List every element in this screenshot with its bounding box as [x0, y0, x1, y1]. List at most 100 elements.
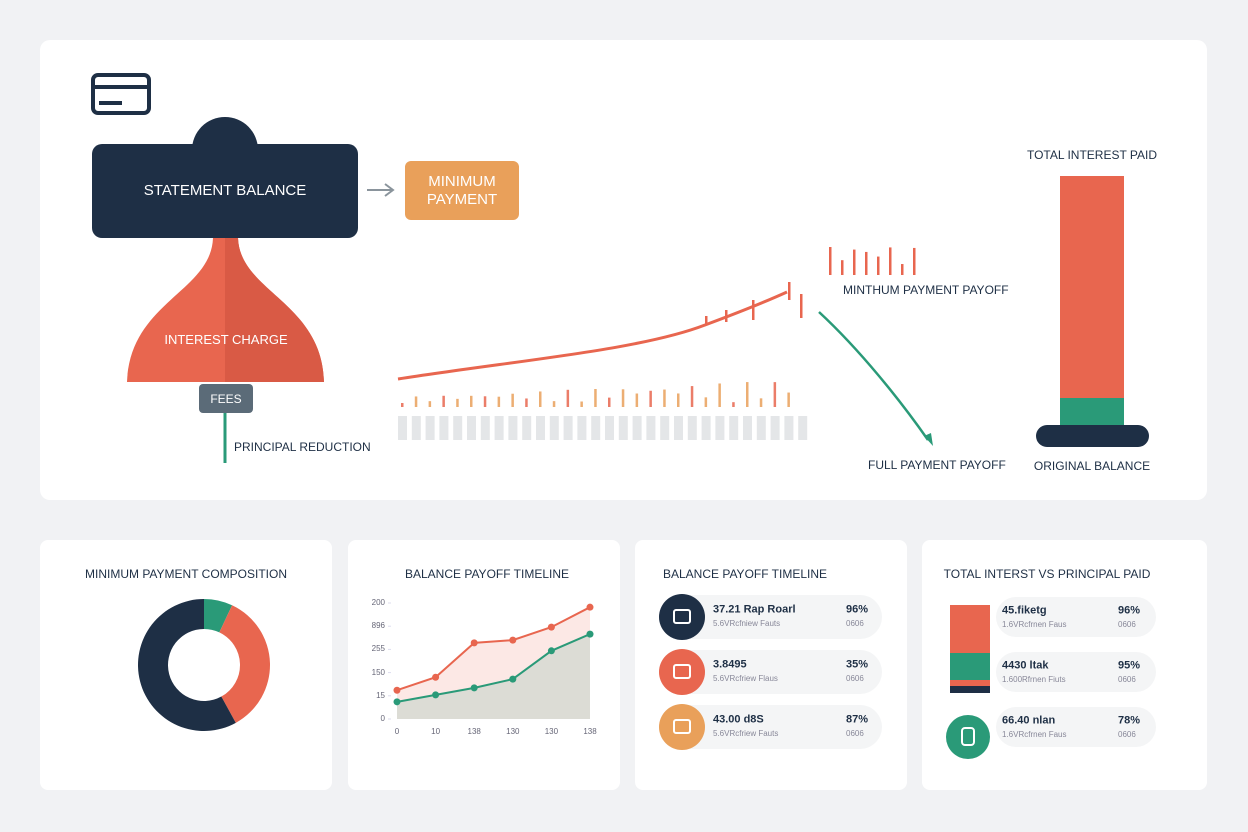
decor-bar	[428, 401, 432, 407]
decor-bar	[608, 397, 611, 407]
card	[348, 540, 620, 790]
donut-segment	[219, 605, 271, 723]
decor-bar	[594, 389, 597, 407]
decor-bar	[752, 300, 755, 320]
balance-base	[1036, 425, 1149, 447]
decor-bar	[621, 389, 625, 407]
x-tick-label: 0	[394, 727, 400, 737]
row-subtitle: 5.6VRcfniew Fauts	[713, 619, 781, 629]
row-note: 0606	[846, 619, 864, 629]
point	[470, 639, 478, 647]
decor-bar	[677, 393, 680, 407]
row-title: 45.fiketg	[1002, 604, 1047, 617]
point	[509, 636, 517, 644]
decor-tick	[508, 416, 518, 440]
stack-segment	[950, 653, 990, 680]
row-subtitle: 1.600Rfrnen Fiuts	[1002, 675, 1066, 685]
row-percent: 35%	[846, 658, 869, 671]
decor-tick	[536, 416, 545, 440]
row-percent: 87%	[846, 713, 869, 726]
decor-bar	[889, 247, 892, 275]
row-percent: 96%	[846, 603, 869, 616]
node-label: STATEMENT BALANCE	[143, 182, 307, 199]
row-percent: 96%	[1118, 604, 1141, 617]
interest-bar	[1060, 176, 1124, 399]
decor-tick	[439, 416, 449, 440]
panel-title: TOTAL INTERST VS PRINCIPAL PAID	[943, 566, 1151, 581]
icon-glyph	[673, 719, 691, 734]
decor-bar	[705, 316, 708, 324]
line	[396, 633, 591, 703]
decor-bar	[865, 251, 868, 275]
decor-bar	[525, 398, 528, 407]
decor-tick	[743, 416, 752, 440]
decor-bar	[800, 294, 803, 318]
decor-tick	[770, 416, 780, 440]
card	[40, 540, 332, 790]
x-tick-label: 138	[467, 727, 481, 737]
point	[586, 630, 594, 638]
x-tick-label: 130	[506, 727, 520, 737]
point	[432, 691, 440, 699]
decor-bar	[732, 402, 735, 407]
decor-tick	[701, 416, 711, 440]
row-note: 0606	[1118, 730, 1136, 740]
row-note: 0606	[846, 729, 864, 739]
charts	[138, 599, 594, 732]
row-title: 37.21 Rap Roarl	[713, 603, 796, 616]
row-pill	[662, 650, 882, 694]
decor-tick	[715, 416, 725, 440]
statement-node	[92, 144, 358, 238]
row-subtitle: 1.6VRcfrnen Faus	[1002, 730, 1067, 740]
decor-bar	[649, 390, 652, 407]
row-subtitle: 5.6VRcfriew Fauts	[713, 729, 779, 739]
decor-bar	[414, 396, 418, 407]
decor-bar	[773, 382, 777, 407]
row-subtitle: 1.6VRcfrnen Faus	[1002, 620, 1067, 630]
minimum-node	[405, 161, 519, 220]
curve-label: FULL PAYMENT PAYOFF	[868, 457, 1006, 472]
row-percent: 78%	[1118, 714, 1141, 727]
y-tick-label: 896	[371, 621, 385, 631]
decor-bar	[690, 386, 694, 407]
decor-bar	[552, 401, 556, 407]
decor-tick	[411, 416, 421, 440]
curve-label: MINTHUM PAYMENT PAYOFF	[843, 282, 1009, 297]
decor-tick	[646, 416, 656, 440]
decor-bar	[853, 249, 856, 275]
row-pill	[662, 595, 882, 639]
decor-bar	[580, 401, 583, 407]
y-tick-label: 0	[380, 714, 385, 724]
decor-bar	[746, 382, 749, 407]
x-tick-label: 138	[583, 727, 597, 737]
decor-tick	[494, 416, 504, 440]
decor-tick	[563, 416, 573, 440]
decor-tick	[522, 416, 532, 440]
icon-glyph	[673, 664, 691, 679]
row-note: 0606	[1118, 620, 1136, 630]
point	[586, 603, 594, 611]
row-icon	[659, 594, 705, 640]
decor-bar	[511, 393, 514, 407]
row-title: 4430 ltak	[1002, 659, 1049, 672]
decor-bar	[718, 383, 721, 407]
decor-tick	[674, 416, 683, 440]
point	[393, 686, 401, 694]
bar-title: TOTAL INTEREST PAID	[1026, 147, 1158, 162]
decor-tick	[798, 416, 808, 440]
row-icon	[659, 649, 705, 695]
decor-bar	[456, 398, 459, 407]
row-percent: 95%	[1118, 659, 1141, 672]
arrow	[367, 183, 395, 197]
x-tick-label: 130	[544, 727, 559, 737]
area	[397, 607, 590, 719]
node-label: MINIMUM PAYMENT	[426, 173, 498, 208]
decor-bar	[539, 391, 542, 407]
decor-bar	[841, 260, 844, 275]
decor-bar	[877, 256, 880, 275]
decor-tick	[480, 416, 490, 440]
chart-title: MINIMUM PAYMENT COMPOSITION	[84, 566, 288, 581]
row-title: 66.40 nlan	[1002, 714, 1056, 727]
decor-bar	[497, 396, 501, 407]
